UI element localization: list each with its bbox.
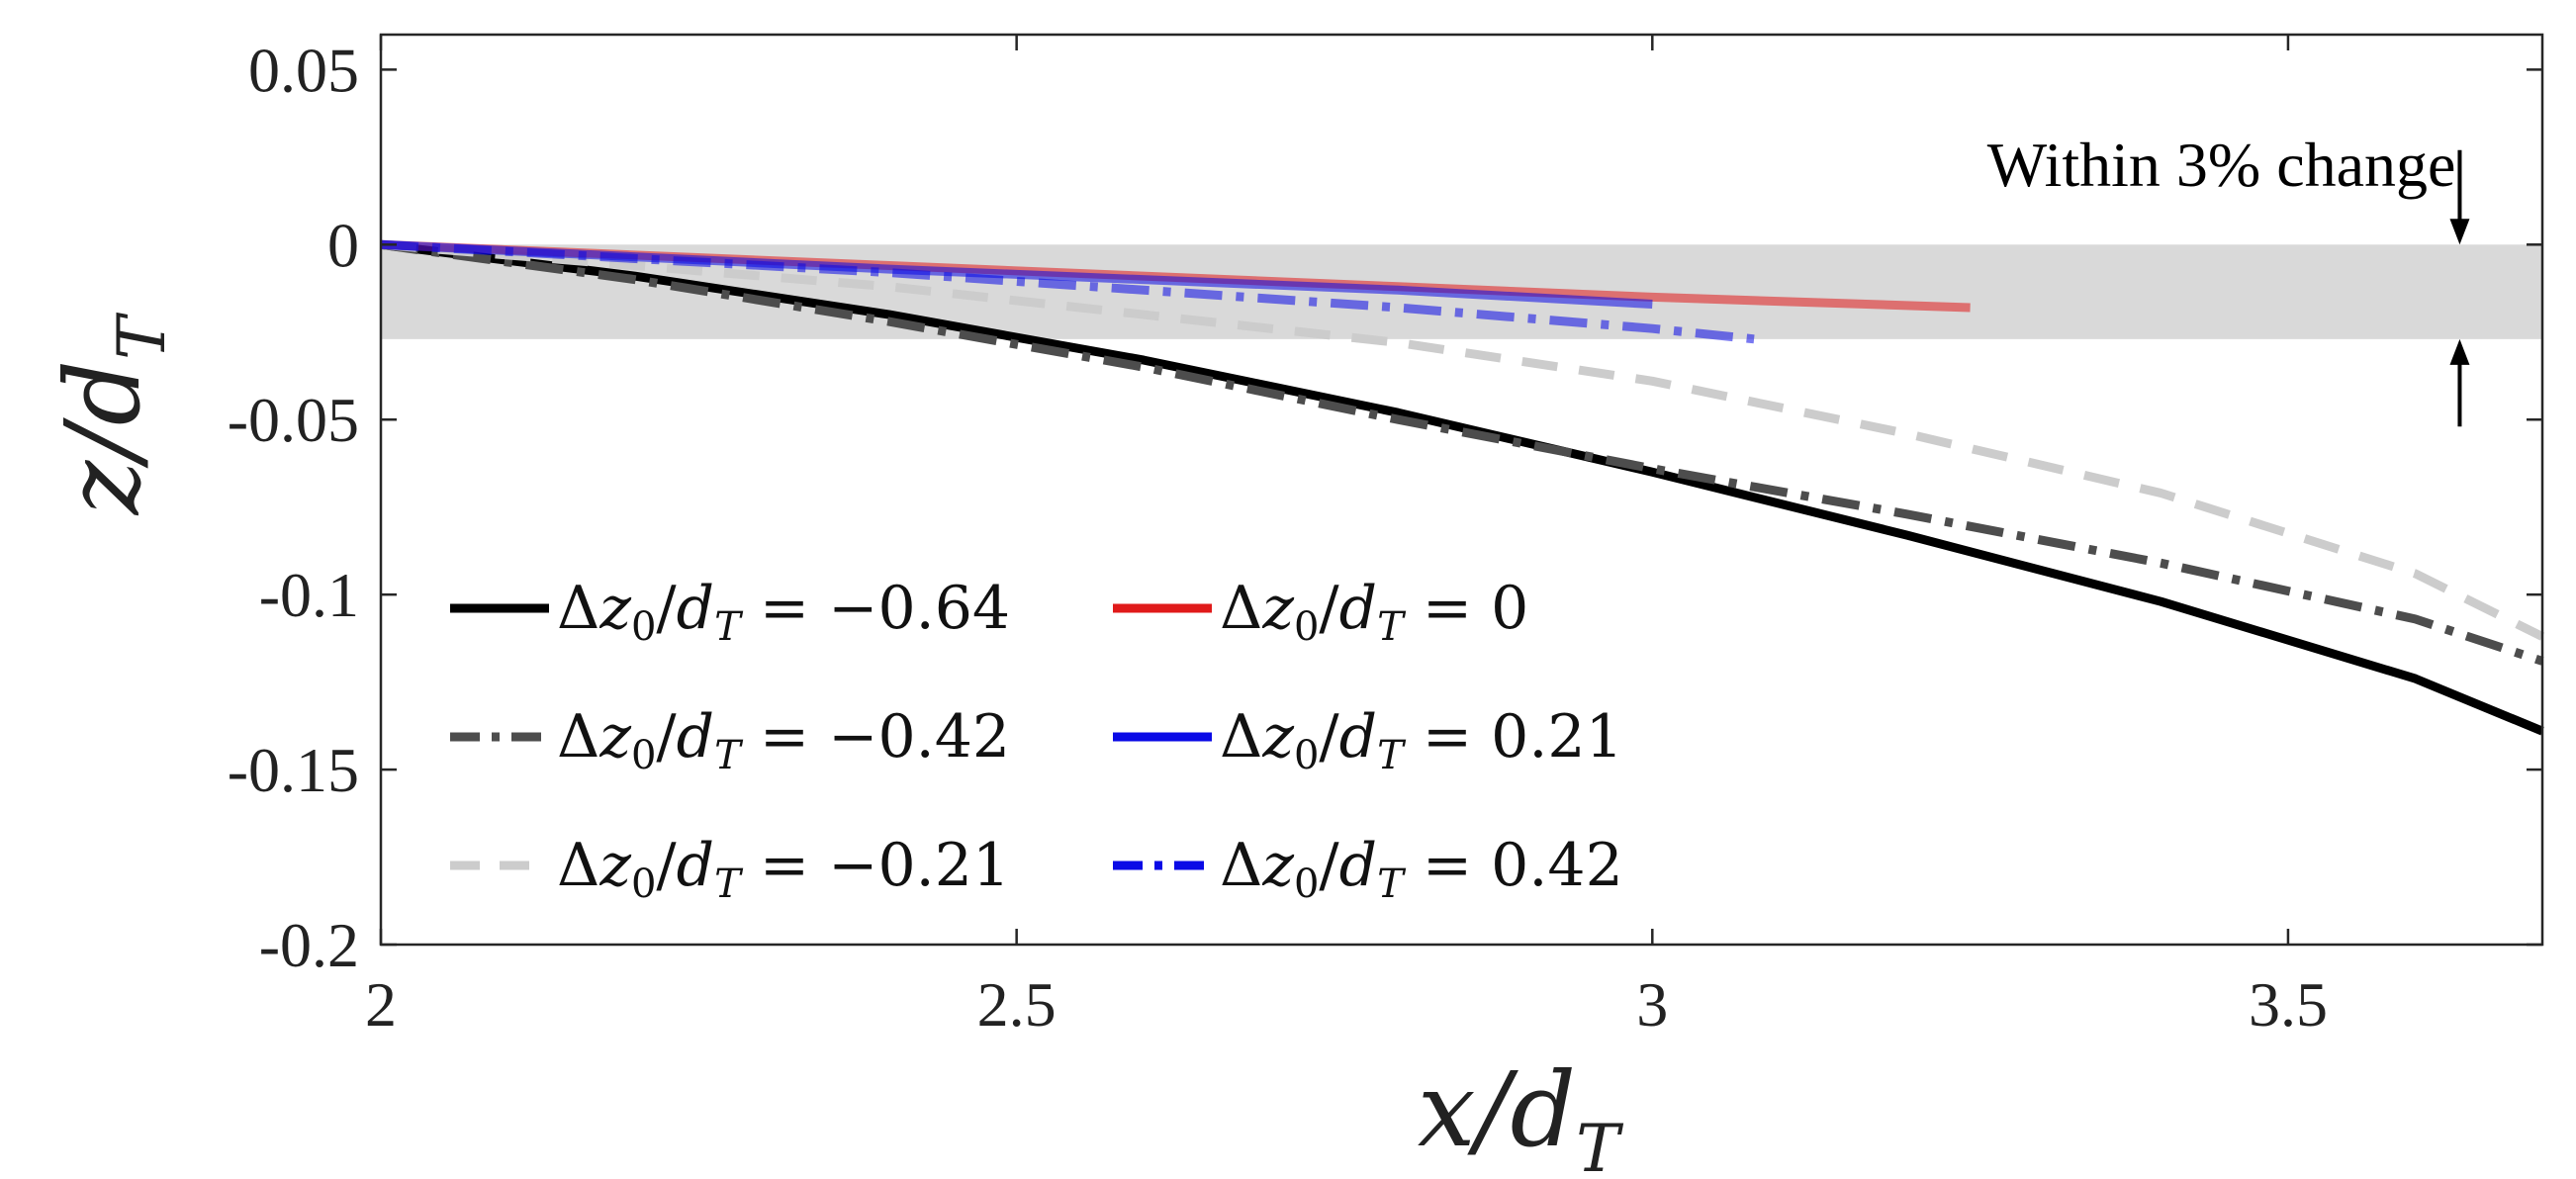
- series-line-3: [380, 239, 2544, 641]
- annotation-text: Within 3% change: [1987, 130, 2456, 200]
- legend-entry-5: Δz0/dT = 0.21: [1220, 702, 1623, 778]
- annotation-arrow-up-head: [2449, 338, 2470, 365]
- series-line-1: [380, 239, 2544, 736]
- legend-entry-2: Δz0/dT = −0.42: [557, 702, 1010, 778]
- legend-entry-1: Δz0/dT = −0.64: [557, 574, 1010, 650]
- y-tick-label: 0.05: [248, 35, 359, 105]
- x-tick-label: 2: [365, 969, 397, 1040]
- y-tick-label: -0.15: [228, 735, 359, 805]
- legend-entry-6: Δz0/dT = 0.42: [1220, 831, 1623, 907]
- x-tick-label: 3: [1636, 969, 1668, 1040]
- y-tick-label: -0.1: [259, 560, 359, 630]
- series-line-2: [380, 239, 2544, 666]
- y-tick-label: -0.2: [259, 910, 359, 980]
- legend-entry-4: Δz0/dT = 0: [1220, 574, 1528, 650]
- x-tick-label: 2.5: [977, 969, 1057, 1040]
- legend-entry-3: Δz0/dT = −0.21: [557, 831, 1010, 907]
- y-tick-label: 0: [327, 210, 359, 280]
- y-axis-label: z/dT: [43, 312, 180, 516]
- annotation-arrow-down-head: [2449, 219, 2470, 245]
- plot-frame: [379, 33, 2544, 947]
- x-tick-label: 3.5: [2249, 969, 2328, 1040]
- x-axis-label: x/dT: [1418, 1049, 1624, 1179]
- y-tick-label: -0.05: [228, 385, 359, 455]
